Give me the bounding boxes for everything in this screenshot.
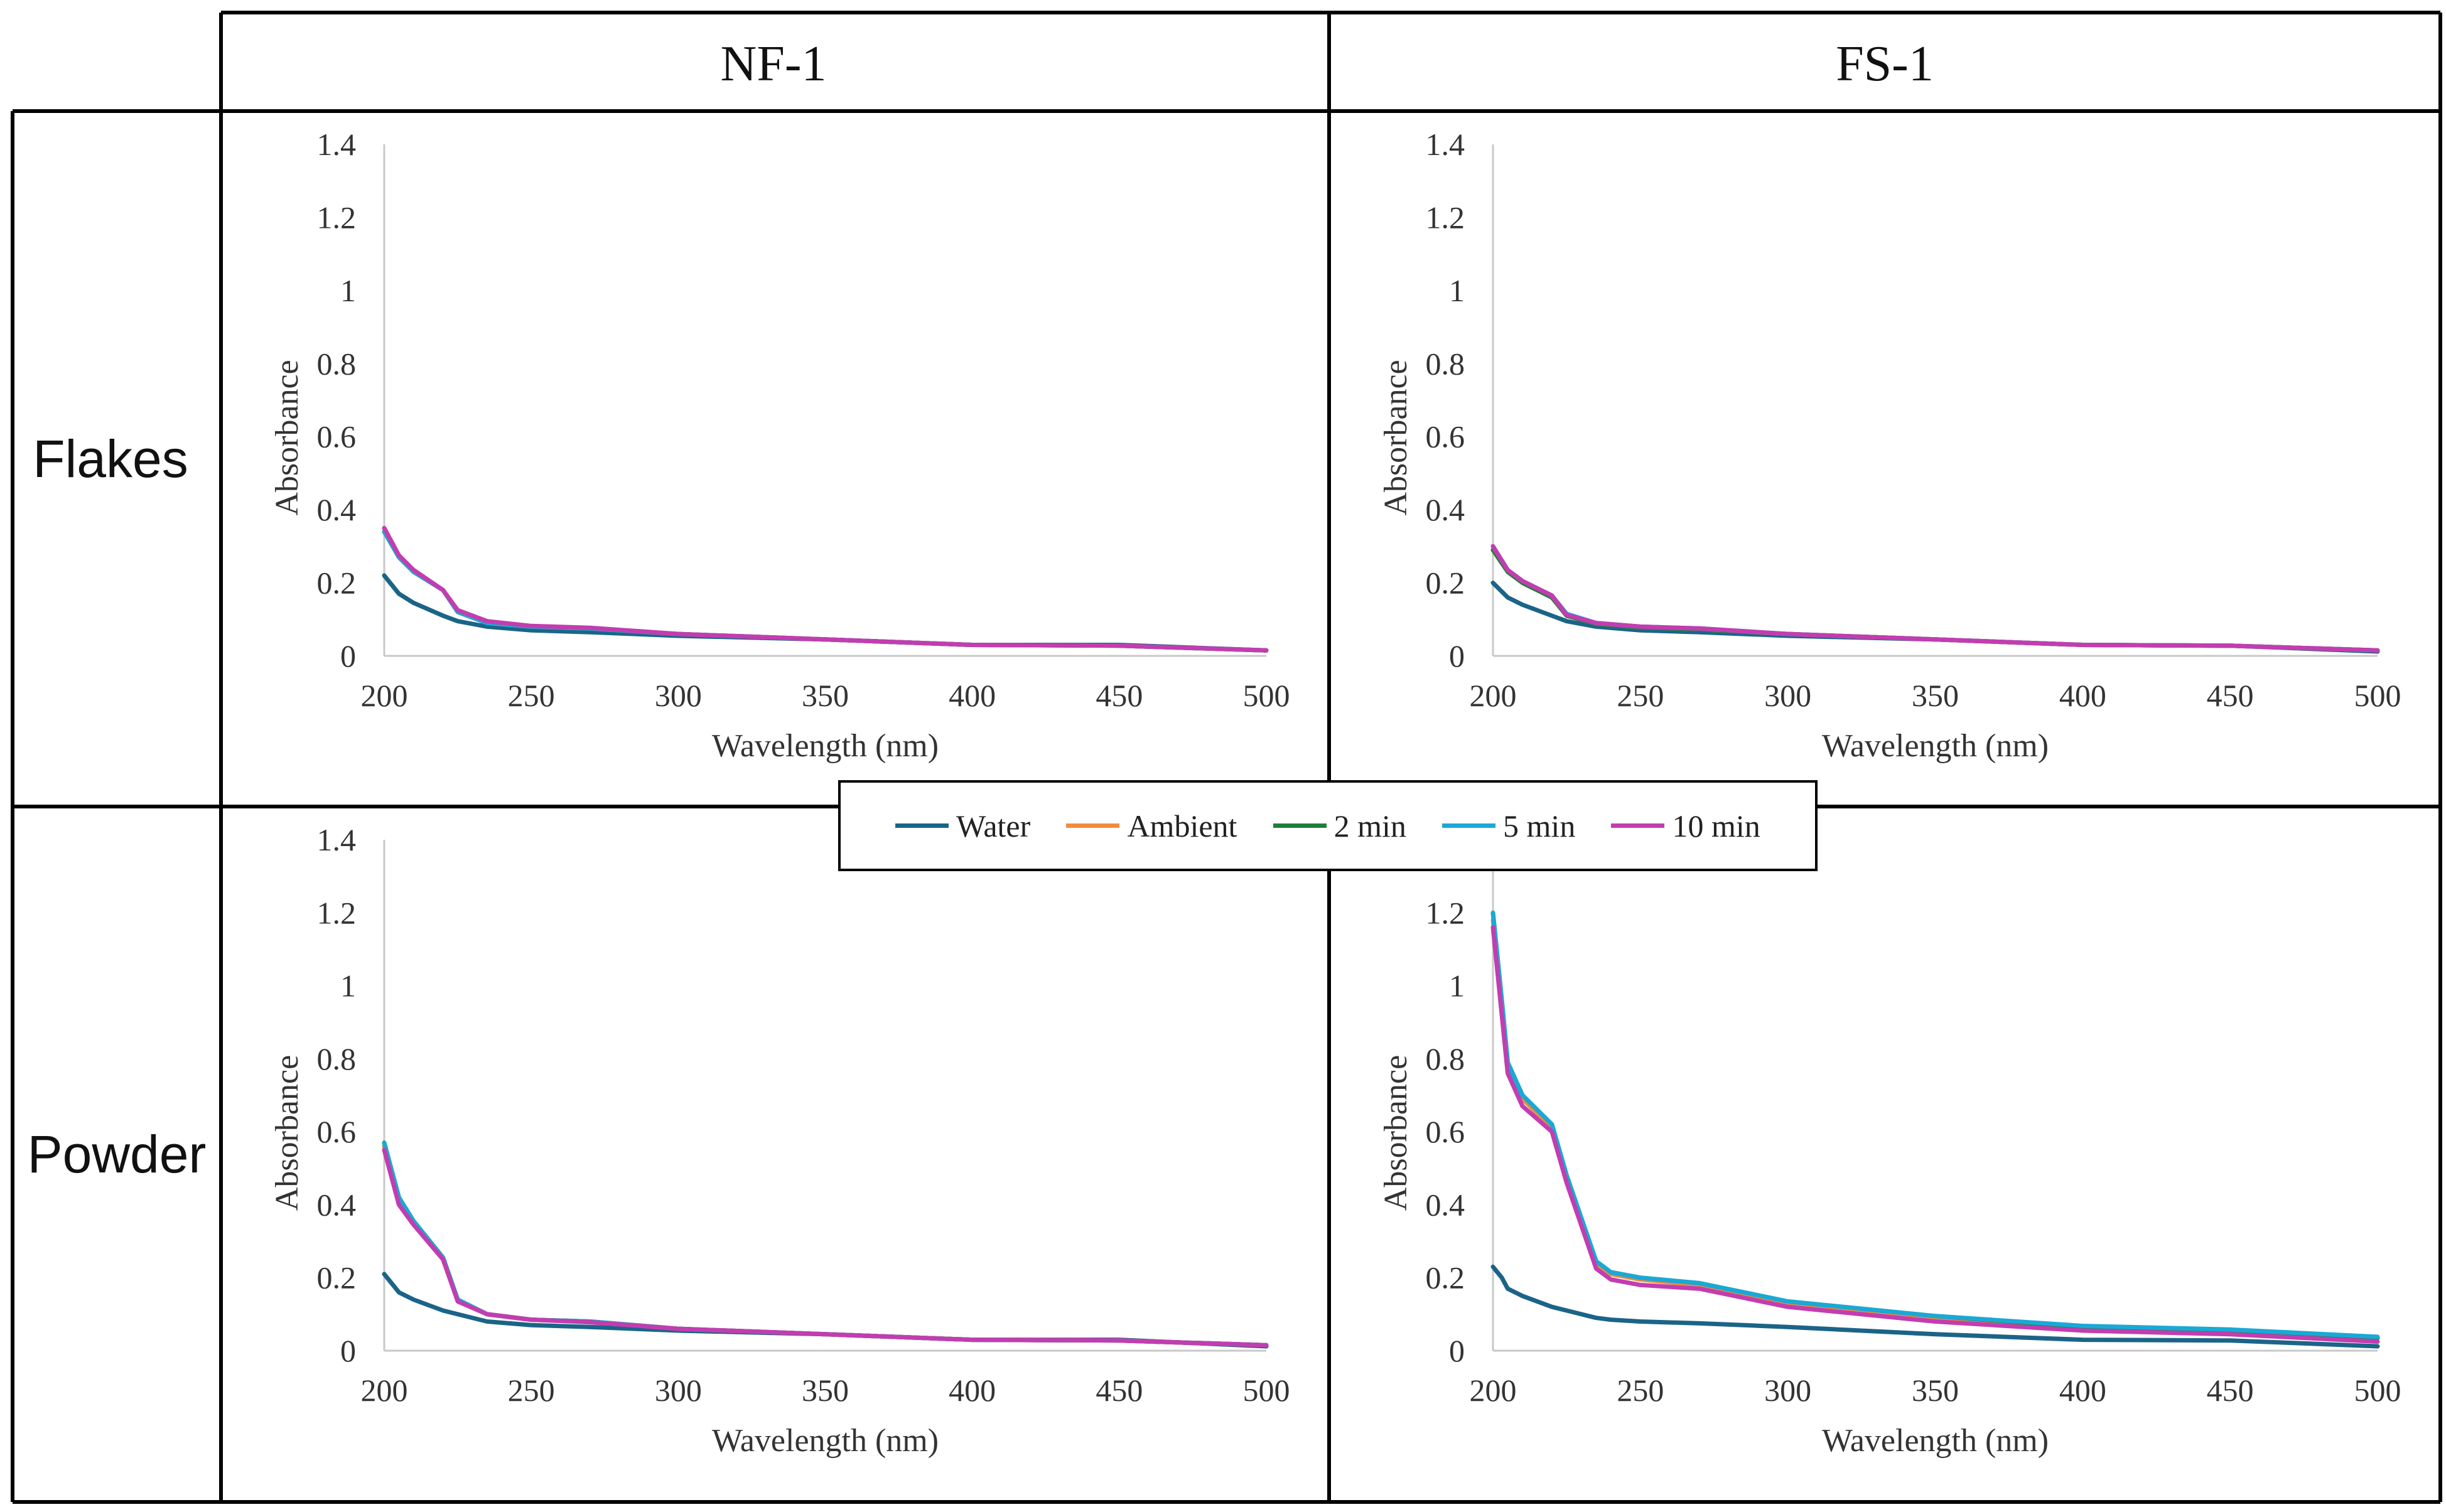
y-tick-label: 1.4 bbox=[317, 127, 357, 162]
x-tick-label: 300 bbox=[655, 1373, 702, 1408]
column-header-nf1: NF-1 bbox=[721, 36, 827, 92]
y-tick-label: 1 bbox=[340, 968, 356, 1004]
y-tick-label: 0.6 bbox=[317, 1114, 357, 1149]
y-tick-label: 0.6 bbox=[1426, 419, 1465, 454]
x-tick-label: 250 bbox=[1617, 678, 1664, 713]
x-tick-label: 250 bbox=[508, 678, 555, 713]
legend-label-water: Water bbox=[956, 808, 1031, 844]
y-tick-label: 0.8 bbox=[317, 346, 357, 381]
y-tick-label: 0 bbox=[340, 638, 356, 673]
chart-panel-flakes-nf1: 0 0.2 0.4 0.6 0.8 1 1.2 1.4 200 250 300 350 400 450 50… bbox=[269, 127, 1290, 764]
y-tick-label: 1.4 bbox=[317, 822, 357, 857]
x-tick-label: 300 bbox=[1764, 678, 1811, 713]
y-tick-label: 0.4 bbox=[1426, 1187, 1465, 1222]
x-tick-label: 450 bbox=[1096, 678, 1143, 713]
legend-item-water: Water bbox=[895, 808, 1030, 844]
row-label-powder: Powder bbox=[28, 1125, 207, 1184]
x-tick-label: 500 bbox=[2354, 1373, 2401, 1408]
legend: Water Ambient 2 min 5 min 10 min bbox=[838, 780, 1818, 871]
x-tick-label: 500 bbox=[2354, 678, 2401, 713]
x-tick-label: 350 bbox=[802, 678, 849, 713]
legend-label-10min: 10 min bbox=[1672, 808, 1760, 844]
y-tick-label: 0.2 bbox=[317, 566, 357, 601]
legend-label-2min: 2 min bbox=[1333, 808, 1406, 844]
legend-swatch-water bbox=[895, 823, 949, 828]
y-tick-label: 0.2 bbox=[317, 1260, 357, 1295]
y-tick-label: 0.2 bbox=[1426, 1260, 1465, 1295]
series-line-min10 bbox=[1490, 544, 2380, 653]
x-tick-label: 300 bbox=[1764, 1373, 1811, 1408]
x-tick-label: 350 bbox=[1912, 1373, 1959, 1408]
y-axis-title: Absorbance bbox=[1378, 360, 1414, 515]
x-tick-label: 500 bbox=[1243, 1373, 1290, 1408]
y-tick-label: 0 bbox=[1449, 1333, 1465, 1368]
series-line-min10 bbox=[382, 1147, 1269, 1348]
x-axis-title: Wavelength (nm) bbox=[712, 1423, 939, 1459]
legend-swatch-2min bbox=[1273, 823, 1327, 828]
y-tick-label: 1 bbox=[1449, 273, 1465, 308]
y-tick-label: 1 bbox=[1449, 968, 1465, 1004]
y-tick-label: 1.4 bbox=[1426, 127, 1465, 162]
series-line-min10 bbox=[382, 525, 1269, 653]
y-tick-label: 0.4 bbox=[317, 1187, 357, 1222]
chart-panel-powder-fs1: 0 0.2 0.4 0.6 0.8 1 1.2 200 250 300 350 400 450 500 Wa… bbox=[1378, 840, 2401, 1459]
legend-swatch-ambient bbox=[1066, 823, 1120, 828]
x-tick-label: 400 bbox=[2059, 678, 2106, 713]
chart-panel-powder-nf1: 0 0.2 0.4 0.6 0.8 1 1.2 1.4 200 250 300 350 400 450 50… bbox=[269, 822, 1290, 1459]
row-label-flakes: Flakes bbox=[33, 429, 188, 488]
y-tick-label: 0.4 bbox=[1426, 492, 1465, 527]
column-header-fs1: FS-1 bbox=[1836, 36, 1934, 92]
y-tick-label: 1.2 bbox=[317, 200, 357, 235]
x-tick-label: 350 bbox=[1912, 678, 1959, 713]
x-tick-label: 200 bbox=[361, 1373, 408, 1408]
y-tick-label: 1.2 bbox=[317, 895, 357, 930]
x-axis-title: Wavelength (nm) bbox=[1822, 728, 2049, 764]
legend-swatch-5min bbox=[1442, 823, 1496, 828]
x-tick-label: 450 bbox=[2207, 1373, 2254, 1408]
x-tick-label: 500 bbox=[1243, 678, 1290, 713]
y-tick-label: 1 bbox=[340, 273, 356, 308]
x-tick-label: 250 bbox=[1617, 1373, 1664, 1408]
x-tick-label: 350 bbox=[802, 1373, 849, 1408]
series-line-min5 bbox=[1490, 910, 2380, 1339]
legend-item-ambient: Ambient bbox=[1066, 808, 1237, 844]
legend-item-10min: 10 min bbox=[1611, 808, 1760, 844]
y-tick-label: 0.6 bbox=[1426, 1114, 1465, 1149]
x-tick-label: 200 bbox=[361, 678, 408, 713]
y-tick-label: 1.2 bbox=[1426, 200, 1465, 235]
y-tick-label: 0.6 bbox=[317, 419, 357, 454]
x-tick-label: 250 bbox=[508, 1373, 555, 1408]
y-tick-label: 0.8 bbox=[317, 1041, 357, 1076]
series-line-water bbox=[1490, 1264, 2380, 1349]
series-line-min10 bbox=[1490, 925, 2380, 1344]
y-axis-title: Absorbance bbox=[269, 360, 305, 515]
x-tick-label: 200 bbox=[1470, 1373, 1517, 1408]
x-axis-title: Wavelength (nm) bbox=[712, 728, 939, 764]
legend-label-5min: 5 min bbox=[1503, 808, 1576, 844]
legend-label-ambient: Ambient bbox=[1127, 808, 1237, 844]
legend-item-5min: 5 min bbox=[1442, 808, 1575, 844]
x-tick-label: 400 bbox=[949, 678, 996, 713]
x-tick-label: 450 bbox=[1096, 1373, 1143, 1408]
y-tick-label: 1.2 bbox=[1426, 895, 1465, 930]
y-tick-label: 0 bbox=[1449, 638, 1465, 673]
y-tick-label: 0 bbox=[340, 1333, 356, 1368]
y-axis-title: Absorbance bbox=[1378, 1055, 1414, 1211]
x-tick-label: 400 bbox=[949, 1373, 996, 1408]
y-tick-label: 0.4 bbox=[317, 492, 357, 527]
x-tick-label: 200 bbox=[1470, 678, 1517, 713]
x-axis-title: Wavelength (nm) bbox=[1822, 1423, 2049, 1459]
x-tick-label: 450 bbox=[2207, 678, 2254, 713]
y-tick-label: 0.2 bbox=[1426, 566, 1465, 601]
y-axis-title: Absorbance bbox=[269, 1055, 305, 1211]
x-tick-label: 400 bbox=[2059, 1373, 2106, 1408]
x-tick-label: 300 bbox=[655, 678, 702, 713]
legend-swatch-10min bbox=[1611, 823, 1665, 828]
y-tick-label: 0.8 bbox=[1426, 1041, 1465, 1076]
chart-panel-flakes-fs1: 0 0.2 0.4 0.6 0.8 1 1.2 1.4 200 250 300 350 400 450 50… bbox=[1378, 127, 2401, 764]
legend-item-2min: 2 min bbox=[1273, 808, 1406, 844]
y-tick-label: 0.8 bbox=[1426, 346, 1465, 381]
